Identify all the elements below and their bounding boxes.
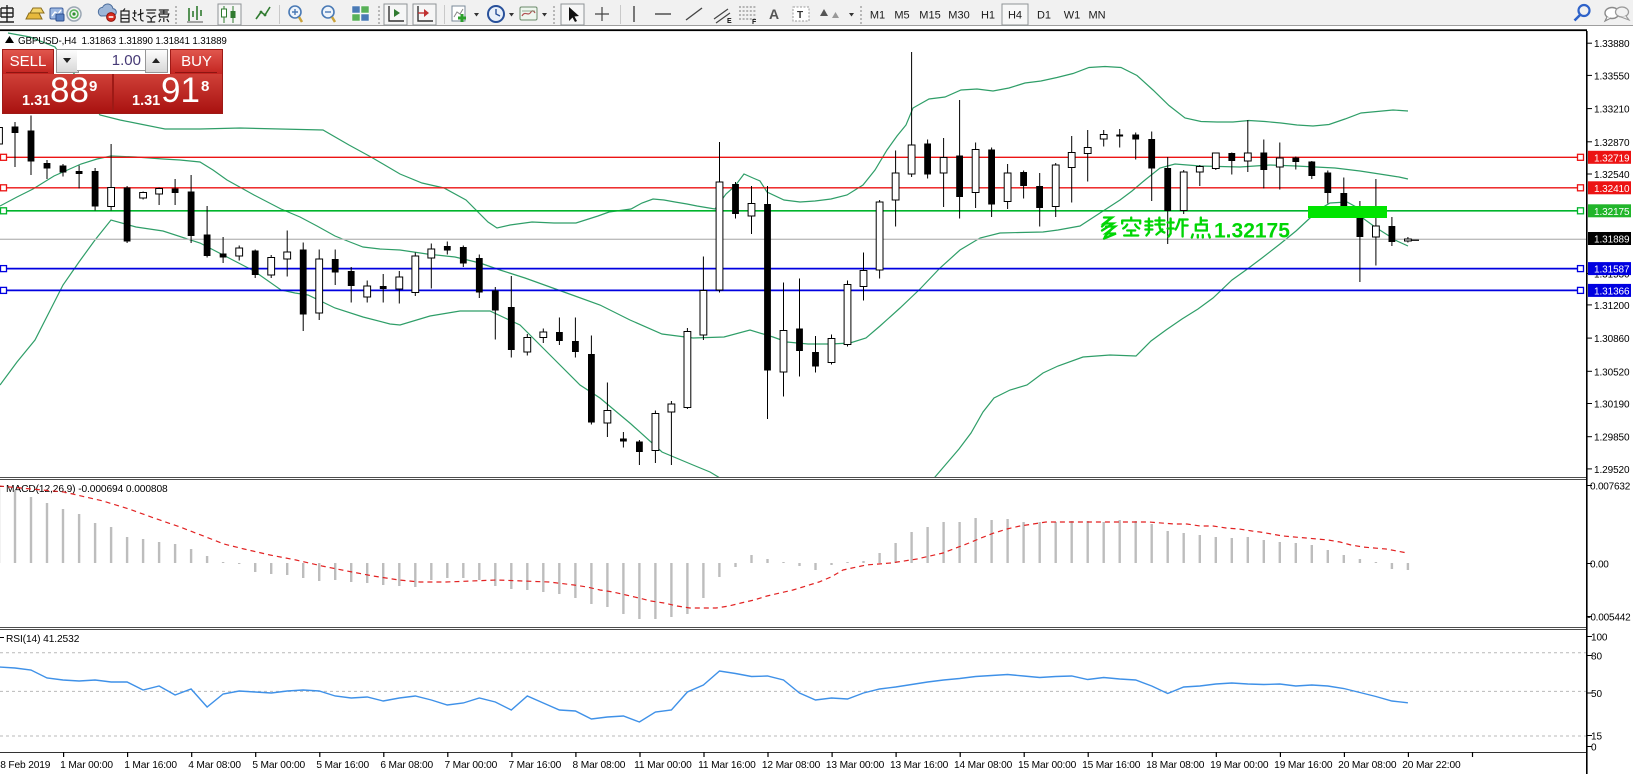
svg-text:1.31366: 1.31366: [1594, 286, 1630, 297]
svg-text:15 Mar 00:00: 15 Mar 00:00: [1018, 760, 1077, 771]
svg-text:F: F: [752, 19, 757, 26]
svg-text:5 Mar 16:00: 5 Mar 16:00: [316, 760, 369, 771]
svg-text:1.29850: 1.29850: [1594, 433, 1630, 444]
svg-text:M5: M5: [894, 10, 909, 22]
svg-text:20 Mar 08:00: 20 Mar 08:00: [1338, 760, 1397, 771]
svg-text:6 Mar 08:00: 6 Mar 08:00: [380, 760, 433, 771]
svg-text:H1: H1: [981, 10, 995, 22]
svg-text:M15: M15: [919, 10, 940, 22]
svg-text:15 Mar 16:00: 15 Mar 16:00: [1082, 760, 1141, 771]
svg-text:0: 0: [1591, 743, 1597, 754]
svg-text:11 Mar 16:00: 11 Mar 16:00: [698, 760, 756, 771]
svg-text:GBPUSD-,H4 1.31863 1.31890 1.: GBPUSD-,H4 1.31863 1.31890 1.31841 1.318…: [18, 36, 227, 47]
svg-text:1.32870: 1.32870: [1594, 138, 1630, 149]
svg-text:1.33210: 1.33210: [1594, 105, 1630, 116]
svg-text:D1: D1: [1037, 10, 1051, 22]
svg-text:1.33880: 1.33880: [1594, 39, 1630, 50]
svg-text:13 Mar 00:00: 13 Mar 00:00: [826, 760, 885, 771]
svg-text:M30: M30: [948, 10, 969, 22]
svg-text:19 Mar 00:00: 19 Mar 00:00: [1210, 760, 1269, 771]
svg-text:8 Mar 08:00: 8 Mar 08:00: [573, 760, 626, 771]
svg-text:-0.005442: -0.005442: [1587, 613, 1631, 624]
svg-text:A: A: [769, 6, 779, 22]
svg-text:7 Mar 16:00: 7 Mar 16:00: [508, 760, 561, 771]
svg-text:1.32175: 1.32175: [1214, 220, 1290, 243]
svg-text:1.29520: 1.29520: [1594, 465, 1630, 476]
svg-text:11 Mar 00:00: 11 Mar 00:00: [634, 760, 692, 771]
svg-text:MACD(12,26,9) -0.000694 0.0008: MACD(12,26,9) -0.000694 0.000808: [6, 484, 168, 495]
svg-text:15: 15: [1591, 732, 1602, 743]
svg-text:1.32175: 1.32175: [1594, 207, 1630, 218]
svg-text:MN: MN: [1088, 10, 1105, 22]
svg-text:7 Mar 00:00: 7 Mar 00:00: [444, 760, 497, 771]
svg-text:1.31200: 1.31200: [1594, 301, 1630, 312]
svg-text:W1: W1: [1064, 10, 1081, 22]
svg-text:20 Mar 22:00: 20 Mar 22:00: [1402, 760, 1461, 771]
svg-text:M1: M1: [870, 10, 885, 22]
svg-text:12 Mar 08:00: 12 Mar 08:00: [762, 760, 821, 771]
svg-text:RSI(14) 41.2532: RSI(14) 41.2532: [6, 634, 80, 645]
svg-text:H4: H4: [1008, 10, 1022, 22]
svg-text:1 Mar 00:00: 1 Mar 00:00: [60, 760, 113, 771]
svg-text:13 Mar 16:00: 13 Mar 16:00: [890, 760, 949, 771]
svg-text:0.007632: 0.007632: [1590, 482, 1631, 493]
svg-text:1.33550: 1.33550: [1594, 71, 1630, 82]
svg-text:18 Mar 08:00: 18 Mar 08:00: [1146, 760, 1205, 771]
svg-text:1.31889: 1.31889: [1594, 235, 1630, 246]
svg-text:0.00: 0.00: [1590, 560, 1609, 571]
svg-text:50: 50: [1591, 689, 1602, 700]
svg-text:19 Mar 16:00: 19 Mar 16:00: [1274, 760, 1333, 771]
svg-text:E: E: [727, 18, 732, 25]
svg-text:28 Feb 2019: 28 Feb 2019: [0, 760, 51, 771]
svg-text:1.32410: 1.32410: [1594, 184, 1630, 195]
svg-text:1.32540: 1.32540: [1594, 170, 1630, 181]
svg-text:1 Mar 16:00: 1 Mar 16:00: [124, 760, 177, 771]
svg-text:100: 100: [1591, 633, 1608, 644]
svg-text:1.32719: 1.32719: [1594, 153, 1630, 164]
svg-text:14 Mar 08:00: 14 Mar 08:00: [954, 760, 1013, 771]
svg-text:1.30860: 1.30860: [1594, 334, 1630, 345]
svg-text:80: 80: [1591, 652, 1602, 663]
svg-text:T: T: [797, 10, 803, 21]
svg-text:1.31587: 1.31587: [1594, 265, 1630, 276]
svg-text:5 Mar 00:00: 5 Mar 00:00: [252, 760, 305, 771]
svg-text:1.30190: 1.30190: [1594, 400, 1630, 411]
svg-text:1.30520: 1.30520: [1594, 367, 1630, 378]
svg-text:4 Mar 08:00: 4 Mar 08:00: [188, 760, 241, 771]
